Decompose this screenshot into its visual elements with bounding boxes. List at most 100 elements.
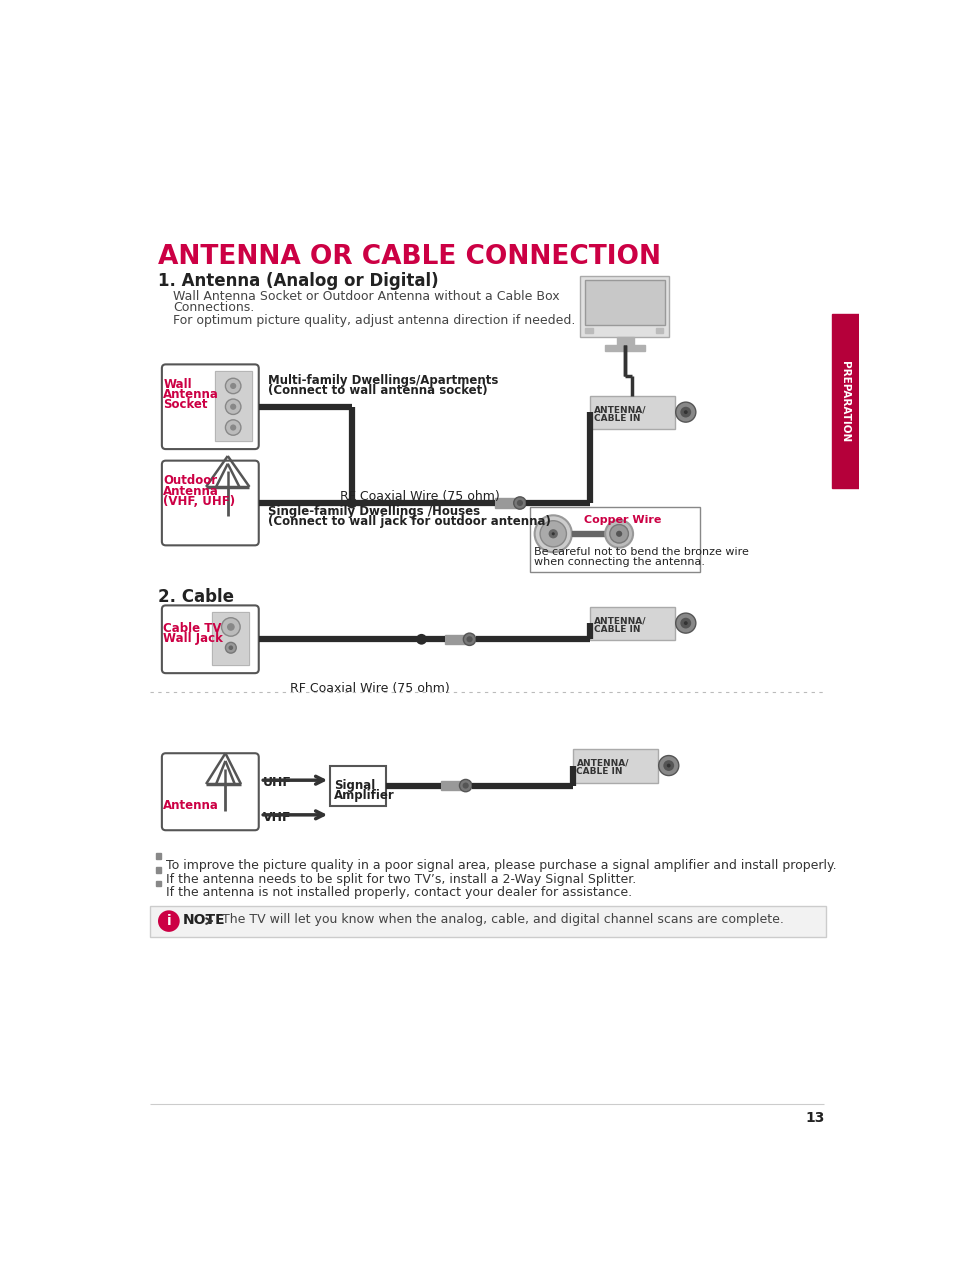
Circle shape [466, 636, 472, 642]
Bar [155, 868, 161, 873]
Circle shape [604, 520, 633, 548]
Text: ANTENNA OR CABLE CONNECTION: ANTENNA OR CABLE CONNECTION [158, 243, 660, 270]
Circle shape [679, 618, 691, 628]
Text: PREPARATION: PREPARATION [840, 361, 849, 441]
Text: Antenna: Antenna [163, 388, 219, 401]
Bar [589, 607, 674, 640]
Bar [444, 635, 469, 644]
Circle shape [225, 399, 241, 415]
Text: Copper Wire: Copper Wire [583, 515, 661, 524]
Text: Wall: Wall [163, 378, 192, 392]
Text: (VHF, UHF): (VHF, UHF) [163, 495, 235, 508]
Circle shape [609, 524, 628, 543]
Circle shape [548, 529, 558, 538]
Text: To improve the picture quality in a poor signal area, please purchase a signal a: To improve the picture quality in a poor… [166, 859, 836, 871]
Text: Signal: Signal [334, 780, 375, 792]
Bar [572, 749, 658, 782]
Text: RF Coaxial Wire (75 ohm): RF Coaxial Wire (75 ohm) [340, 490, 499, 502]
Circle shape [517, 500, 522, 506]
Circle shape [463, 633, 476, 645]
Circle shape [459, 780, 472, 791]
Text: UHF: UHF [262, 776, 292, 790]
Text: VHF: VHF [262, 812, 291, 824]
Circle shape [534, 515, 571, 552]
Text: 1. Antenna (Analog or Digital): 1. Antenna (Analog or Digital) [158, 272, 438, 290]
FancyBboxPatch shape [162, 460, 258, 546]
Text: For optimum picture quality, adjust antenna direction if needed.: For optimum picture quality, adjust ante… [173, 314, 576, 327]
Text: CABLE IN: CABLE IN [593, 413, 639, 422]
Bar [604, 345, 645, 351]
Circle shape [662, 761, 674, 771]
Text: Amplifier: Amplifier [334, 789, 395, 801]
Circle shape [227, 623, 234, 631]
Text: i: i [167, 915, 171, 929]
Bar [617, 337, 633, 345]
Bar [330, 766, 385, 805]
Text: ANTENNA/: ANTENNA/ [576, 758, 628, 767]
Bar [584, 280, 664, 326]
Bar [155, 881, 161, 887]
Text: ANTENNA/: ANTENNA/ [593, 616, 645, 625]
FancyBboxPatch shape [162, 364, 258, 449]
Text: Wall Jack: Wall Jack [163, 632, 223, 645]
Bar [571, 532, 610, 536]
Circle shape [225, 378, 241, 393]
Text: Antenna: Antenna [163, 799, 219, 813]
Circle shape [230, 383, 236, 389]
Text: Single-family Dwellings /Houses: Single-family Dwellings /Houses [268, 505, 479, 518]
Text: Connections.: Connections. [173, 301, 254, 314]
Circle shape [229, 645, 233, 650]
Text: NOTE: NOTE [183, 913, 225, 927]
Circle shape [683, 621, 687, 625]
Text: Socket: Socket [163, 398, 208, 411]
Bar [579, 276, 669, 337]
Text: If the antenna needs to be split for two TV’s, install a 2-Way Signal Splitter.: If the antenna needs to be split for two… [166, 873, 636, 885]
Bar [155, 854, 161, 859]
Text: Antenna: Antenna [163, 485, 219, 497]
Circle shape [225, 420, 241, 435]
Circle shape [539, 520, 566, 547]
Bar [831, 314, 858, 487]
Text: The TV will let you know when the analog, cable, and digital channel scans are c: The TV will let you know when the analog… [221, 913, 782, 926]
Circle shape [675, 402, 695, 422]
Text: 2. Cable: 2. Cable [158, 588, 233, 605]
Bar [212, 612, 249, 665]
Text: Outdoor: Outdoor [163, 474, 217, 487]
Text: 13: 13 [804, 1112, 823, 1126]
Circle shape [513, 497, 525, 509]
Bar [530, 506, 700, 572]
Circle shape [462, 782, 468, 789]
Circle shape [679, 407, 691, 417]
Bar [440, 781, 465, 790]
Bar [589, 396, 674, 429]
Text: CABLE IN: CABLE IN [593, 625, 639, 633]
Text: Cable TV: Cable TV [163, 622, 222, 635]
Text: Multi-family Dwellings/Apartments: Multi-family Dwellings/Apartments [268, 374, 497, 387]
Bar [495, 499, 519, 508]
Circle shape [675, 613, 695, 633]
Text: when connecting the antenna.: when connecting the antenna. [534, 557, 704, 567]
Circle shape [551, 532, 555, 536]
Text: Be careful not to bend the bronze wire: Be careful not to bend the bronze wire [534, 547, 748, 557]
Bar [214, 370, 252, 441]
Text: (Connect to wall jack for outdoor antenna): (Connect to wall jack for outdoor antenn… [268, 515, 550, 528]
Bar [150, 906, 825, 936]
Text: RF Coaxial Wire (75 ohm): RF Coaxial Wire (75 ohm) [290, 682, 449, 696]
Circle shape [658, 756, 679, 776]
Circle shape [225, 642, 236, 653]
Circle shape [230, 425, 236, 431]
FancyBboxPatch shape [162, 753, 258, 831]
Bar [584, 328, 592, 333]
Circle shape [346, 497, 356, 509]
Text: Wall Antenna Socket or Outdoor Antenna without a Cable Box: Wall Antenna Socket or Outdoor Antenna w… [173, 290, 559, 303]
Text: CABLE IN: CABLE IN [576, 767, 622, 776]
FancyBboxPatch shape [162, 605, 258, 673]
Bar [212, 612, 249, 665]
Text: If the antenna is not installed properly, contact your dealer for assistance.: If the antenna is not installed properly… [166, 887, 631, 899]
Circle shape [616, 530, 621, 537]
Circle shape [666, 763, 670, 767]
Circle shape [683, 410, 687, 415]
Circle shape [221, 618, 240, 636]
Circle shape [230, 403, 236, 410]
Circle shape [416, 633, 427, 645]
